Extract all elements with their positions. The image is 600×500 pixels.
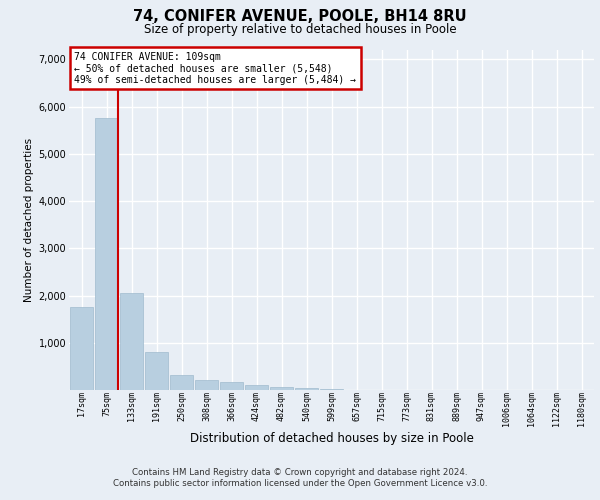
Text: Size of property relative to detached houses in Poole: Size of property relative to detached ho…: [143, 22, 457, 36]
Bar: [120, 293, 143, 390]
Bar: [320, 389, 343, 390]
Text: 74, CONIFER AVENUE, POOLE, BH14 8RU: 74, CONIFER AVENUE, POOLE, BH14 8RU: [133, 9, 467, 24]
Bar: [270, 387, 293, 390]
X-axis label: Distribution of detached houses by size in Poole: Distribution of detached houses by size …: [190, 432, 473, 445]
Bar: [295, 388, 318, 390]
Bar: [145, 352, 168, 390]
Bar: [95, 118, 118, 390]
Bar: [245, 386, 268, 390]
Text: Contains HM Land Registry data © Crown copyright and database right 2024.
Contai: Contains HM Land Registry data © Crown c…: [113, 468, 487, 487]
Bar: [170, 376, 193, 390]
Y-axis label: Number of detached properties: Number of detached properties: [25, 138, 34, 302]
Bar: [220, 382, 243, 390]
Bar: [195, 380, 218, 390]
Text: 74 CONIFER AVENUE: 109sqm
← 50% of detached houses are smaller (5,548)
49% of se: 74 CONIFER AVENUE: 109sqm ← 50% of detac…: [74, 52, 356, 85]
Bar: [70, 308, 93, 390]
